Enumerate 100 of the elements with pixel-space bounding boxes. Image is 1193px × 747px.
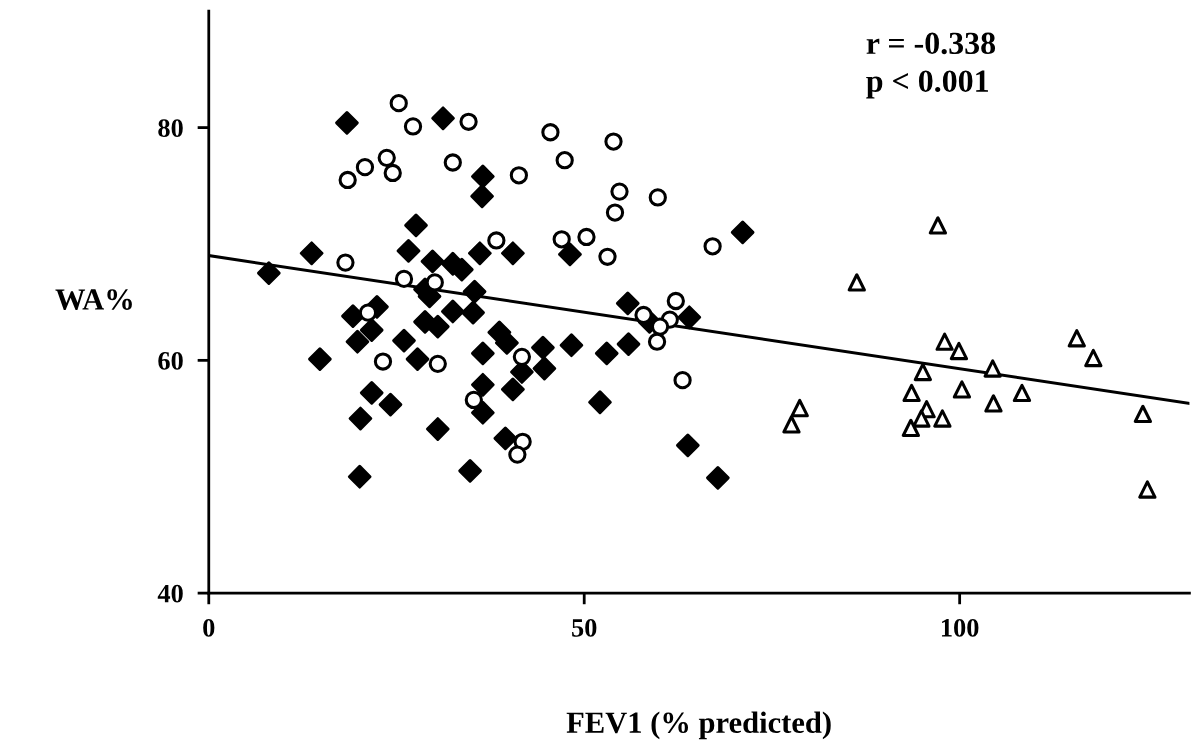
- point: [405, 347, 430, 372]
- point: [616, 332, 641, 356]
- point: [358, 303, 378, 322]
- point: [462, 279, 487, 304]
- point: [928, 216, 948, 235]
- point: [458, 459, 482, 483]
- point: [531, 335, 555, 360]
- point: [913, 362, 932, 382]
- point: [677, 305, 702, 330]
- point: [984, 394, 1003, 413]
- point: [404, 213, 428, 238]
- point: [394, 269, 414, 289]
- point: [983, 359, 1002, 378]
- point: [952, 380, 972, 399]
- point: [336, 253, 355, 272]
- point: [532, 356, 557, 381]
- point: [348, 406, 373, 431]
- point: [509, 166, 529, 185]
- y-tick-label: 60: [158, 351, 183, 370]
- point: [345, 329, 370, 354]
- annotation: p < 0.001: [866, 70, 988, 99]
- point: [598, 247, 617, 266]
- point: [471, 341, 495, 366]
- point: [468, 241, 492, 266]
- point: [461, 300, 485, 325]
- point: [359, 318, 384, 342]
- point: [495, 331, 519, 355]
- point: [403, 117, 423, 136]
- point: [610, 182, 629, 201]
- point: [577, 227, 596, 247]
- point: [558, 242, 582, 267]
- point: [425, 417, 450, 441]
- point: [666, 291, 685, 311]
- point: [615, 291, 640, 316]
- y-tick-label: 40: [157, 584, 183, 603]
- point: [933, 409, 952, 428]
- point: [949, 341, 969, 361]
- point: [378, 392, 403, 417]
- point: [604, 132, 623, 151]
- point: [471, 164, 495, 189]
- point: [512, 347, 532, 366]
- point: [1084, 348, 1103, 368]
- point: [648, 188, 667, 207]
- point: [471, 400, 495, 425]
- point: [782, 415, 801, 434]
- x-tick-label: 50: [572, 618, 597, 637]
- point: [1138, 480, 1157, 499]
- point: [847, 273, 866, 292]
- point: [559, 333, 584, 358]
- point: [389, 94, 408, 113]
- point: [440, 299, 465, 324]
- point: [790, 398, 809, 418]
- point: [493, 426, 518, 451]
- point: [508, 445, 527, 464]
- point: [299, 241, 324, 266]
- point: [730, 220, 755, 245]
- point: [359, 381, 384, 405]
- point: [501, 241, 525, 266]
- point: [1012, 383, 1032, 403]
- point: [355, 158, 375, 177]
- point: [902, 383, 921, 403]
- point: [555, 151, 574, 170]
- point: [428, 354, 447, 373]
- point: [335, 111, 359, 135]
- point: [673, 371, 692, 390]
- point: [470, 184, 494, 209]
- point: [552, 230, 571, 249]
- point: [594, 341, 619, 366]
- x-tick-label: 0: [203, 618, 215, 637]
- point: [647, 332, 667, 351]
- point: [464, 390, 483, 410]
- point: [1067, 329, 1086, 348]
- point: [634, 305, 653, 325]
- point: [377, 148, 396, 167]
- point: [383, 163, 402, 183]
- point: [459, 112, 478, 131]
- point: [471, 372, 495, 397]
- point: [338, 170, 357, 190]
- point: [650, 317, 670, 336]
- point: [420, 249, 445, 274]
- point: [431, 106, 455, 131]
- x-tick-label: 100: [941, 618, 979, 637]
- point: [605, 203, 625, 222]
- point: [588, 390, 612, 415]
- point: [706, 466, 730, 490]
- annotation: r = -0.338: [866, 32, 996, 55]
- point: [935, 332, 954, 351]
- y-axis-title: WA%: [55, 289, 132, 310]
- point: [425, 273, 444, 292]
- point: [392, 328, 416, 353]
- point: [308, 347, 332, 372]
- y-tick-label: 80: [158, 119, 183, 137]
- x-axis-title: FEV1 (% predicted): [566, 711, 831, 740]
- point: [373, 352, 393, 371]
- point: [347, 464, 372, 489]
- point: [901, 418, 920, 437]
- point: [703, 237, 722, 256]
- point: [396, 239, 421, 263]
- point: [487, 231, 506, 250]
- point: [501, 377, 525, 402]
